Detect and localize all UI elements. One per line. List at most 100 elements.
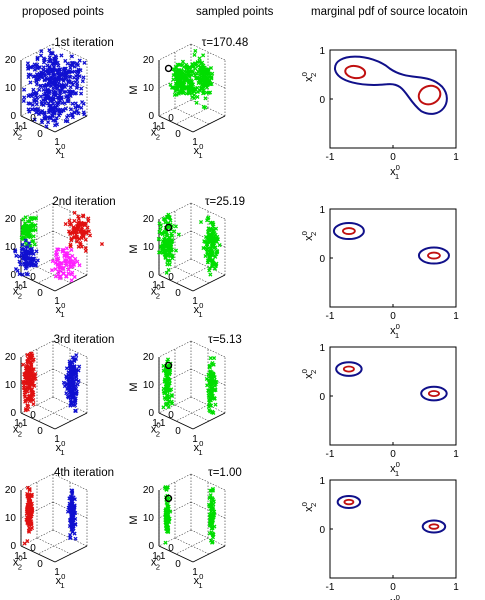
data-point-blue xyxy=(34,90,39,95)
data-point-blue xyxy=(68,403,73,408)
data-point-blue xyxy=(20,242,25,247)
data-point-blue xyxy=(69,510,74,515)
data-point-blue xyxy=(30,258,35,263)
column-header-proposed: proposed points xyxy=(22,6,104,18)
grid-line xyxy=(52,473,88,491)
data-point-green xyxy=(161,363,166,368)
data-point-blue xyxy=(63,95,69,100)
data-point-blue xyxy=(65,509,71,514)
data-point-blue xyxy=(34,102,39,107)
data-point-blue xyxy=(41,60,47,65)
panel-title-proposed-3: 3rd iteration xyxy=(54,334,115,346)
data-point-blue xyxy=(56,107,61,112)
x1-tick-label: -1 xyxy=(157,418,166,429)
data-point-red xyxy=(87,233,93,238)
x1-axis-label: x01 xyxy=(390,593,400,600)
true-source-marker xyxy=(164,223,173,232)
data-point-blue xyxy=(79,105,84,110)
data-point-red xyxy=(80,225,85,230)
data-point-green xyxy=(166,382,171,387)
z-axis-label: M xyxy=(0,382,2,391)
x2-axis-line xyxy=(192,412,226,430)
data-point-green xyxy=(171,73,176,78)
data-point-blue xyxy=(82,60,87,65)
data-point-blue xyxy=(56,63,61,68)
z-tick-label: 10 xyxy=(5,513,17,524)
data-point-blue xyxy=(73,536,78,541)
data-point-green xyxy=(204,76,209,81)
data-point-green xyxy=(210,361,215,366)
data-point-red xyxy=(74,232,79,237)
data-point-green xyxy=(206,377,211,383)
data-point-magenta xyxy=(68,263,74,268)
data-point-green xyxy=(211,512,216,517)
data-point-blue xyxy=(17,259,22,264)
data-point-red xyxy=(23,390,28,395)
data-point-green xyxy=(215,249,220,254)
data-point-blue xyxy=(65,119,70,124)
data-point-green xyxy=(217,243,222,248)
data-point-blue xyxy=(73,521,78,527)
data-point-blue xyxy=(72,110,77,115)
z-axis-label: M xyxy=(0,244,2,253)
data-point-blue xyxy=(68,518,73,523)
data-point-green xyxy=(207,512,212,517)
x1-tick-label: 0 xyxy=(37,129,43,140)
data-point-magenta xyxy=(71,262,76,267)
data-point-magenta xyxy=(62,253,67,258)
x2-tick-label: 0 xyxy=(319,254,325,265)
data-point-blue xyxy=(48,105,53,110)
data-point-green xyxy=(31,228,36,233)
grid-line xyxy=(52,43,88,61)
x2-tick-label: 1 xyxy=(14,418,20,429)
z-tick-label: 20 xyxy=(143,55,155,66)
data-point-blue xyxy=(23,238,28,243)
data-point-blue xyxy=(75,382,80,387)
data-point-green xyxy=(172,67,177,72)
data-point-green xyxy=(206,71,211,76)
data-point-blue xyxy=(28,80,33,85)
data-point-blue xyxy=(54,122,60,127)
data-point-green xyxy=(208,356,213,361)
x1-tick-label: 0 xyxy=(37,426,43,437)
data-point-green xyxy=(170,239,175,244)
x2-tick-label: 0 xyxy=(319,95,325,106)
data-point-green xyxy=(32,242,37,247)
data-point-red xyxy=(28,527,33,532)
data-point-green xyxy=(212,266,218,271)
data-point-blue xyxy=(48,98,53,103)
data-point-blue xyxy=(36,112,42,117)
x2-tick-label: 0 xyxy=(30,543,36,554)
grid-line xyxy=(190,43,226,61)
data-point-blue xyxy=(38,84,43,89)
data-point-blue xyxy=(26,74,31,80)
data-point-green xyxy=(163,540,168,545)
data-point-blue xyxy=(21,252,26,257)
data-point-blue xyxy=(70,527,75,532)
x1-tick-label: 1 xyxy=(453,582,459,593)
data-point-green xyxy=(213,226,219,231)
data-point-green xyxy=(21,229,26,234)
data-point-blue xyxy=(23,253,28,258)
true-source-marker xyxy=(164,494,173,503)
data-point-red xyxy=(25,493,30,498)
data-point-blue xyxy=(50,68,56,74)
data-point-blue xyxy=(58,111,63,116)
data-point-green xyxy=(208,409,213,414)
data-point-blue xyxy=(31,74,36,79)
data-point-green xyxy=(166,267,171,273)
data-point-magenta xyxy=(49,268,55,273)
data-point-green xyxy=(167,251,172,256)
data-point-blue xyxy=(33,107,38,112)
data-point-blue xyxy=(63,58,68,63)
data-point-blue xyxy=(28,248,33,253)
axes-3d-sampled-4 xyxy=(158,473,226,563)
data-point-green xyxy=(193,48,198,53)
